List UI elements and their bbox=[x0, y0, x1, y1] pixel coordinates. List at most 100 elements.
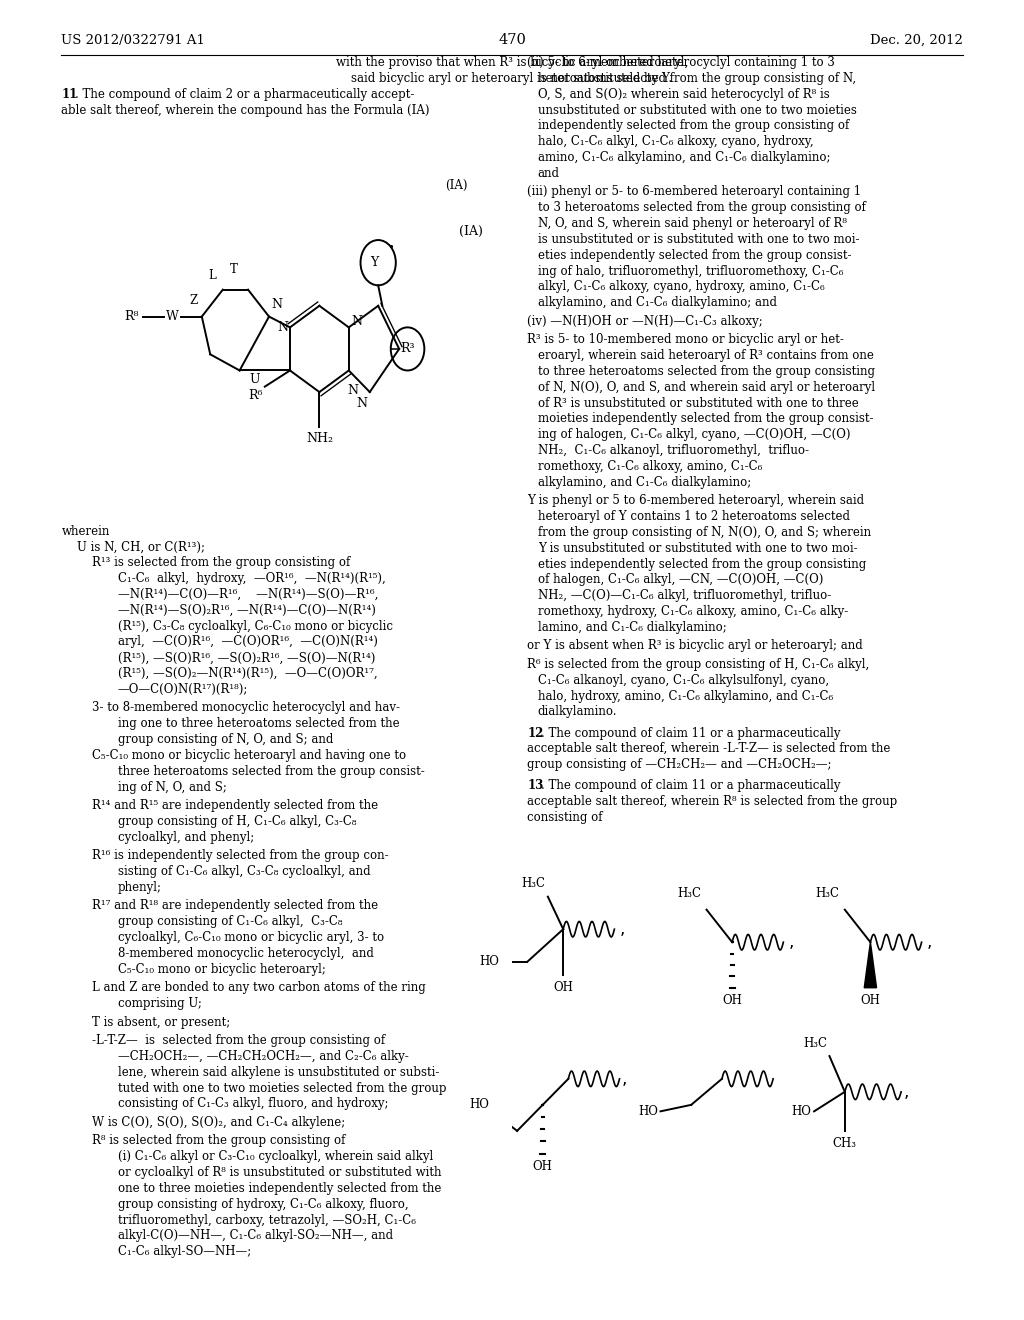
Text: C₅-C₁₀ mono or bicyclic heteroaryl and having one to: C₅-C₁₀ mono or bicyclic heteroaryl and h… bbox=[92, 748, 407, 762]
Text: able salt thereof, wherein the compound has the Formula (IA): able salt thereof, wherein the compound … bbox=[61, 103, 430, 116]
Text: L: L bbox=[209, 268, 216, 281]
Text: of R³ is unsubstituted or substituted with one to three: of R³ is unsubstituted or substituted wi… bbox=[538, 396, 858, 409]
Text: —N(R¹⁴)—S(O)₂R¹⁶, —N(R¹⁴)—C(O)—N(R¹⁴): —N(R¹⁴)—S(O)₂R¹⁶, —N(R¹⁴)—C(O)—N(R¹⁴) bbox=[118, 603, 376, 616]
Text: ing of halogen, C₁-C₆ alkyl, cyano, —C(O)OH, —C(O): ing of halogen, C₁-C₆ alkyl, cyano, —C(O… bbox=[538, 428, 850, 441]
Text: sisting of C₁-C₆ alkyl, C₃-C₈ cycloalkyl, and: sisting of C₁-C₆ alkyl, C₃-C₈ cycloalkyl… bbox=[118, 865, 371, 878]
Text: HO: HO bbox=[479, 956, 500, 968]
Text: ,: , bbox=[620, 920, 625, 939]
Text: comprising U;: comprising U; bbox=[118, 997, 202, 1010]
Text: (iii) phenyl or 5- to 6-membered heteroaryl containing 1: (iii) phenyl or 5- to 6-membered heteroa… bbox=[527, 185, 861, 198]
Text: N: N bbox=[276, 321, 288, 334]
Text: heteroatoms selected from the group consisting of N,: heteroatoms selected from the group cons… bbox=[538, 71, 856, 84]
Text: . The compound of claim 11 or a pharmaceutically: . The compound of claim 11 or a pharmace… bbox=[541, 779, 840, 792]
Text: N: N bbox=[351, 315, 361, 329]
Text: C₁-C₆  alkyl,  hydroxy,  —OR¹⁶,  —N(R¹⁴)(R¹⁵),: C₁-C₆ alkyl, hydroxy, —OR¹⁶, —N(R¹⁴)(R¹⁵… bbox=[118, 572, 385, 585]
Text: T: T bbox=[229, 263, 238, 276]
Text: heteroaryl of Y contains 1 to 2 heteroatoms selected: heteroaryl of Y contains 1 to 2 heteroat… bbox=[538, 510, 850, 523]
Text: T is absent, or present;: T is absent, or present; bbox=[92, 1015, 230, 1028]
Text: Z: Z bbox=[189, 294, 198, 308]
Text: NH₂,  C₁-C₆ alkanoyl, trifluoromethyl,  trifluo-: NH₂, C₁-C₆ alkanoyl, trifluoromethyl, tr… bbox=[538, 444, 809, 457]
Text: 13: 13 bbox=[527, 779, 544, 792]
Text: group consisting of —CH₂CH₂— and —CH₂OCH₂—;: group consisting of —CH₂CH₂— and —CH₂OCH… bbox=[527, 758, 831, 771]
Text: to 3 heteroatoms selected from the group consisting of: to 3 heteroatoms selected from the group… bbox=[538, 201, 865, 214]
Text: 470: 470 bbox=[498, 33, 526, 46]
Text: ,: , bbox=[622, 1069, 628, 1088]
Text: acceptable salt thereof, wherein -L-T-Z— is selected from the: acceptable salt thereof, wherein -L-T-Z—… bbox=[527, 742, 891, 755]
Text: (ii) 5- to 6-membered heterocyclyl containing 1 to 3: (ii) 5- to 6-membered heterocyclyl conta… bbox=[527, 55, 836, 69]
Text: R⁶: R⁶ bbox=[248, 389, 263, 403]
Text: (i) C₁-C₆ alkyl or C₃-C₁₀ cycloalkyl, wherein said alkyl: (i) C₁-C₆ alkyl or C₃-C₁₀ cycloalkyl, wh… bbox=[118, 1150, 433, 1163]
Text: (R¹⁵), C₃-C₈ cycloalkyl, C₆-C₁₀ mono or bicyclic: (R¹⁵), C₃-C₈ cycloalkyl, C₆-C₁₀ mono or … bbox=[118, 619, 393, 632]
Text: HO: HO bbox=[469, 1098, 489, 1111]
Text: H₃C: H₃C bbox=[521, 878, 545, 890]
Text: cycloalkyl, C₆-C₁₀ mono or bicyclic aryl, 3- to: cycloalkyl, C₆-C₁₀ mono or bicyclic aryl… bbox=[118, 931, 384, 944]
Text: of halogen, C₁-C₆ alkyl, —CN, —C(O)OH, —C(O): of halogen, C₁-C₆ alkyl, —CN, —C(O)OH, —… bbox=[538, 573, 823, 586]
Text: independently selected from the group consisting of: independently selected from the group co… bbox=[538, 119, 849, 132]
Text: R¹³ is selected from the group consisting of: R¹³ is selected from the group consistin… bbox=[92, 556, 350, 569]
Text: eties independently selected from the group consisting: eties independently selected from the gr… bbox=[538, 557, 866, 570]
Text: C₁-C₆ alkyl-SO—NH—;: C₁-C₆ alkyl-SO—NH—; bbox=[118, 1245, 251, 1258]
Text: OH: OH bbox=[860, 994, 881, 1007]
Text: phenyl;: phenyl; bbox=[118, 880, 162, 894]
Text: U: U bbox=[249, 374, 259, 387]
Text: N: N bbox=[347, 384, 358, 397]
Text: (R¹⁵), —S(O)₂—N(R¹⁴)(R¹⁵),  —O—C(O)OR¹⁷,: (R¹⁵), —S(O)₂—N(R¹⁴)(R¹⁵), —O—C(O)OR¹⁷, bbox=[118, 667, 378, 680]
Text: CH₃: CH₃ bbox=[833, 1138, 857, 1150]
Text: ∙: ∙ bbox=[387, 242, 394, 252]
Text: R⁸: R⁸ bbox=[124, 310, 139, 323]
Text: -L-T-Z—  is  selected from the group consisting of: -L-T-Z— is selected from the group consi… bbox=[92, 1034, 385, 1047]
Text: Y is phenyl or 5 to 6-membered heteroaryl, wherein said: Y is phenyl or 5 to 6-membered heteroary… bbox=[527, 494, 864, 507]
Text: group consisting of C₁-C₆ alkyl,  C₃-C₈: group consisting of C₁-C₆ alkyl, C₃-C₈ bbox=[118, 915, 342, 928]
Text: ,: , bbox=[904, 1082, 909, 1101]
Text: ,: , bbox=[927, 933, 932, 952]
Text: consisting of: consisting of bbox=[527, 810, 603, 824]
Text: N, O, and S, wherein said phenyl or heteroaryl of R⁸: N, O, and S, wherein said phenyl or hete… bbox=[538, 216, 847, 230]
Text: one to three moieties independently selected from the: one to three moieties independently sele… bbox=[118, 1181, 441, 1195]
Text: NH₂, —C(O)—C₁-C₆ alkyl, trifluoromethyl, trifluo-: NH₂, —C(O)—C₁-C₆ alkyl, trifluoromethyl,… bbox=[538, 589, 830, 602]
Text: NH₂: NH₂ bbox=[306, 433, 333, 445]
Text: US 2012/0322791 A1: US 2012/0322791 A1 bbox=[61, 34, 206, 46]
Text: romethoxy, C₁-C₆ alkoxy, amino, C₁-C₆: romethoxy, C₁-C₆ alkoxy, amino, C₁-C₆ bbox=[538, 459, 762, 473]
Text: alkyl, C₁-C₆ alkoxy, cyano, hydroxy, amino, C₁-C₆: alkyl, C₁-C₆ alkoxy, cyano, hydroxy, ami… bbox=[538, 280, 824, 293]
Text: alkyl-C(O)—NH—, C₁-C₆ alkyl-SO₂—NH—, and: alkyl-C(O)—NH—, C₁-C₆ alkyl-SO₂—NH—, and bbox=[118, 1229, 393, 1242]
Text: OH: OH bbox=[553, 981, 573, 994]
Text: U is N, CH, or C(R¹³);: U is N, CH, or C(R¹³); bbox=[77, 540, 205, 553]
Text: is unsubstituted or is substituted with one to two moi-: is unsubstituted or is substituted with … bbox=[538, 232, 859, 246]
Text: W is C(O), S(O), S(O)₂, and C₁-C₄ alkylene;: W is C(O), S(O), S(O)₂, and C₁-C₄ alkyle… bbox=[92, 1115, 345, 1129]
Text: (iv) —N(H)OH or —N(H)—C₁-C₃ alkoxy;: (iv) —N(H)OH or —N(H)—C₁-C₃ alkoxy; bbox=[527, 314, 763, 327]
Text: wherein: wherein bbox=[61, 524, 110, 537]
Text: cycloalkyl, and phenyl;: cycloalkyl, and phenyl; bbox=[118, 830, 254, 843]
Text: lene, wherein said alkylene is unsubstituted or substi-: lene, wherein said alkylene is unsubstit… bbox=[118, 1065, 439, 1078]
Text: R³: R³ bbox=[400, 342, 415, 355]
Text: alkylamino, and C₁-C₆ dialkylamino;: alkylamino, and C₁-C₆ dialkylamino; bbox=[538, 475, 751, 488]
Text: (R¹⁵), —S(O)R¹⁶, —S(O)₂R¹⁶, —S(O)—N(R¹⁴): (R¹⁵), —S(O)R¹⁶, —S(O)₂R¹⁶, —S(O)—N(R¹⁴) bbox=[118, 651, 375, 664]
Text: HO: HO bbox=[792, 1105, 811, 1118]
Text: 8-membered monocyclic heterocyclyl,  and: 8-membered monocyclic heterocyclyl, and bbox=[118, 946, 374, 960]
Text: W: W bbox=[166, 310, 179, 323]
Text: C₁-C₆ alkanoyl, cyano, C₁-C₆ alkylsulfonyl, cyano,: C₁-C₆ alkanoyl, cyano, C₁-C₆ alkylsulfon… bbox=[538, 673, 828, 686]
Text: —CH₂OCH₂—, —CH₂CH₂OCH₂—, and C₂-C₆ alky-: —CH₂OCH₂—, —CH₂CH₂OCH₂—, and C₂-C₆ alky- bbox=[118, 1049, 409, 1063]
Text: H₃C: H₃C bbox=[678, 887, 701, 900]
Text: 3- to 8-membered monocyclic heterocyclyl and hav-: 3- to 8-membered monocyclic heterocyclyl… bbox=[92, 701, 400, 714]
Text: moieties independently selected from the group consist-: moieties independently selected from the… bbox=[538, 412, 873, 425]
Text: ing one to three heteroatoms selected from the: ing one to three heteroatoms selected fr… bbox=[118, 717, 399, 730]
Text: to three heteroatoms selected from the group consisting: to three heteroatoms selected from the g… bbox=[538, 364, 874, 378]
Text: 11: 11 bbox=[61, 87, 78, 100]
Text: unsubstituted or substituted with one to two moieties: unsubstituted or substituted with one to… bbox=[538, 103, 856, 116]
Text: R¹⁴ and R¹⁵ are independently selected from the: R¹⁴ and R¹⁵ are independently selected f… bbox=[92, 799, 378, 812]
Text: trifluoromethyl, carboxy, tetrazolyl, —SO₂H, C₁-C₆: trifluoromethyl, carboxy, tetrazolyl, —S… bbox=[118, 1213, 416, 1226]
Text: of N, N(O), O, and S, and wherein said aryl or heteroaryl: of N, N(O), O, and S, and wherein said a… bbox=[538, 380, 874, 393]
Text: H₃C: H₃C bbox=[816, 887, 840, 900]
Text: R¹⁶ is independently selected from the group con-: R¹⁶ is independently selected from the g… bbox=[92, 849, 389, 862]
Text: and: and bbox=[538, 166, 559, 180]
Text: Dec. 20, 2012: Dec. 20, 2012 bbox=[869, 34, 963, 46]
Text: or Y is absent when R³ is bicyclic aryl or heteroaryl; and: or Y is absent when R³ is bicyclic aryl … bbox=[527, 639, 863, 652]
Text: eties independently selected from the group consist-: eties independently selected from the gr… bbox=[538, 248, 851, 261]
Text: or cycloalkyl of R⁸ is unsubstituted or substituted with: or cycloalkyl of R⁸ is unsubstituted or … bbox=[118, 1166, 441, 1179]
Text: consisting of C₁-C₃ alkyl, fluoro, and hydroxy;: consisting of C₁-C₃ alkyl, fluoro, and h… bbox=[118, 1097, 388, 1110]
Text: with the proviso that when R³ is bicyclic aryl or heteroaryl,: with the proviso that when R³ is bicycli… bbox=[336, 55, 688, 69]
Text: Y: Y bbox=[370, 256, 378, 269]
Text: group consisting of hydroxy, C₁-C₆ alkoxy, fluoro,: group consisting of hydroxy, C₁-C₆ alkox… bbox=[118, 1197, 409, 1210]
Text: OH: OH bbox=[722, 994, 742, 1007]
Text: —N(R¹⁴)—C(O)—R¹⁶,    —N(R¹⁴)—S(O)—R¹⁶,: —N(R¹⁴)—C(O)—R¹⁶, —N(R¹⁴)—S(O)—R¹⁶, bbox=[118, 587, 378, 601]
